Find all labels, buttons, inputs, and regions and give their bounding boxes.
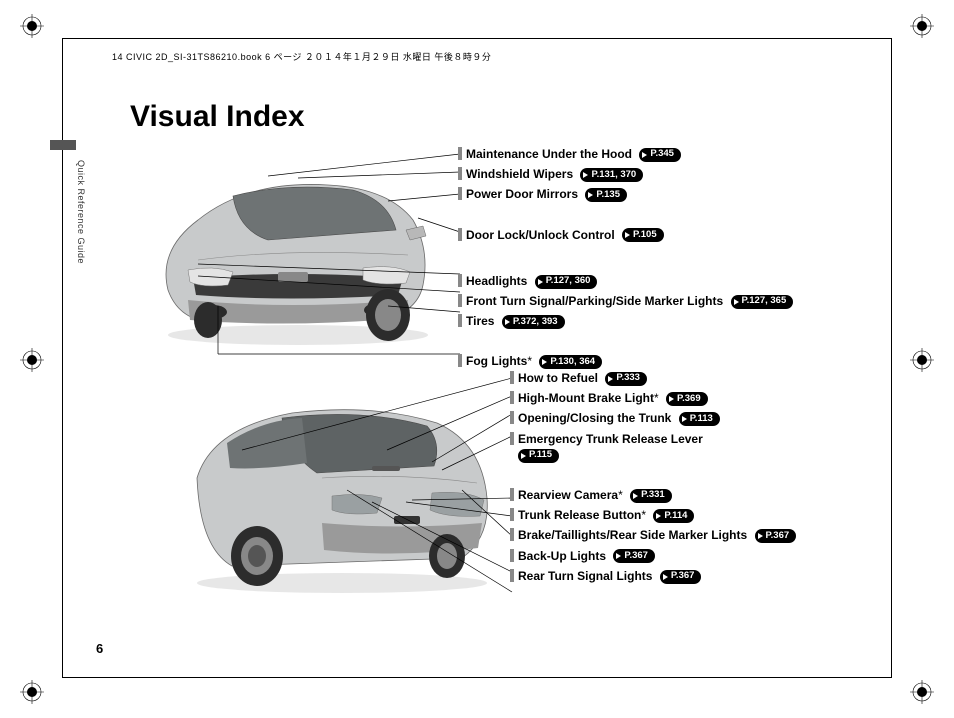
- page-ref-pill[interactable]: P.372, 393: [502, 315, 565, 329]
- index-label: How to Refuel: [518, 371, 598, 385]
- page-ref-pill[interactable]: P.331: [630, 489, 672, 503]
- page-ref-pill[interactable]: P.113: [679, 412, 720, 426]
- page-ref-pill[interactable]: P.131, 370: [580, 168, 643, 182]
- index-item: Tires P.372, 393: [458, 313, 878, 329]
- index-label: Tires: [466, 314, 494, 328]
- page-number: 6: [96, 641, 103, 656]
- page-ref-pill[interactable]: P.105: [622, 228, 664, 242]
- section-tab: [50, 140, 76, 150]
- index-label: Windshield Wipers: [466, 167, 573, 181]
- index-label: Maintenance Under the Hood: [466, 147, 632, 161]
- index-label: Back-Up Lights: [518, 549, 606, 563]
- registration-mark-icon: [910, 348, 934, 372]
- index-item: Brake/Taillights/Rear Side Marker Lights…: [510, 527, 890, 543]
- registration-mark-icon: [20, 14, 44, 38]
- index-item: Rear Turn Signal Lights P.367: [510, 568, 890, 584]
- page-ref-pill[interactable]: P.367: [613, 549, 655, 563]
- index-label: Opening/Closing the Trunk: [518, 411, 671, 425]
- page-ref-pill[interactable]: P.130, 364: [539, 355, 602, 369]
- index-item: Back-Up Lights P.367: [510, 548, 890, 564]
- index-item: Headlights P.127, 360: [458, 273, 878, 289]
- registration-mark-icon: [910, 14, 934, 38]
- section-label: Quick Reference Guide: [76, 160, 86, 264]
- page-ref-pill[interactable]: P.367: [660, 570, 702, 584]
- index-label: Rear Turn Signal Lights: [518, 569, 652, 583]
- vehicle-rear-illustration: [172, 388, 502, 598]
- index-item: How to Refuel P.333: [510, 370, 890, 386]
- index-item: Trunk Release Button* P.114: [510, 507, 890, 523]
- header-metadata: 14 CIVIC 2D_SI-31TS86210.book 6 ページ ２０１４…: [112, 50, 491, 63]
- index-label: Door Lock/Unlock Control: [466, 228, 615, 242]
- page-ref-pill[interactable]: P.115: [518, 449, 559, 463]
- page-ref-pill[interactable]: P.345: [639, 148, 681, 162]
- index-item: Door Lock/Unlock Control P.105: [458, 227, 878, 243]
- index-item: Windshield Wipers P.131, 370: [458, 166, 878, 182]
- exterior-rear-labels: How to Refuel P.333 High-Mount Brake Lig…: [510, 370, 890, 588]
- registration-mark-icon: [20, 348, 44, 372]
- page-ref-pill[interactable]: P.333: [605, 372, 647, 386]
- index-label: Rearview Camera: [518, 488, 618, 502]
- vehicle-front-illustration: [138, 160, 438, 350]
- exterior-front-labels: Maintenance Under the Hood P.345 Windshi…: [458, 146, 878, 374]
- page-ref-pill[interactable]: P.367: [755, 529, 797, 543]
- page-ref-pill[interactable]: P.127, 365: [731, 295, 794, 309]
- page-title: Visual Index: [130, 100, 305, 134]
- page-ref-pill[interactable]: P.369: [666, 392, 708, 406]
- page-ref-pill[interactable]: P.114: [653, 509, 694, 523]
- index-label: Emergency Trunk Release Lever: [518, 432, 703, 446]
- index-label: Fog Lights: [466, 354, 527, 368]
- index-label: High-Mount Brake Light: [518, 391, 654, 405]
- index-item: Opening/Closing the Trunk P.113: [510, 410, 890, 426]
- page-ref-pill[interactable]: P.135: [585, 188, 627, 202]
- index-item: High-Mount Brake Light* P.369: [510, 390, 890, 406]
- index-label: Trunk Release Button: [518, 508, 641, 522]
- index-item: Front Turn Signal/Parking/Side Marker Li…: [458, 293, 878, 309]
- registration-mark-icon: [910, 680, 934, 704]
- index-item: Fog Lights* P.130, 364: [458, 353, 878, 369]
- index-label: Power Door Mirrors: [466, 187, 578, 201]
- index-item: Emergency Trunk Release Lever P.115: [510, 431, 890, 463]
- index-label: Brake/Taillights/Rear Side Marker Lights: [518, 528, 747, 542]
- index-label: Headlights: [466, 274, 527, 288]
- index-item: Rearview Camera* P.331: [510, 487, 890, 503]
- index-item: Power Door Mirrors P.135: [458, 186, 878, 202]
- index-label: Front Turn Signal/Parking/Side Marker Li…: [466, 294, 723, 308]
- registration-mark-icon: [20, 680, 44, 704]
- page-ref-pill[interactable]: P.127, 360: [535, 275, 598, 289]
- index-item: Maintenance Under the Hood P.345: [458, 146, 878, 162]
